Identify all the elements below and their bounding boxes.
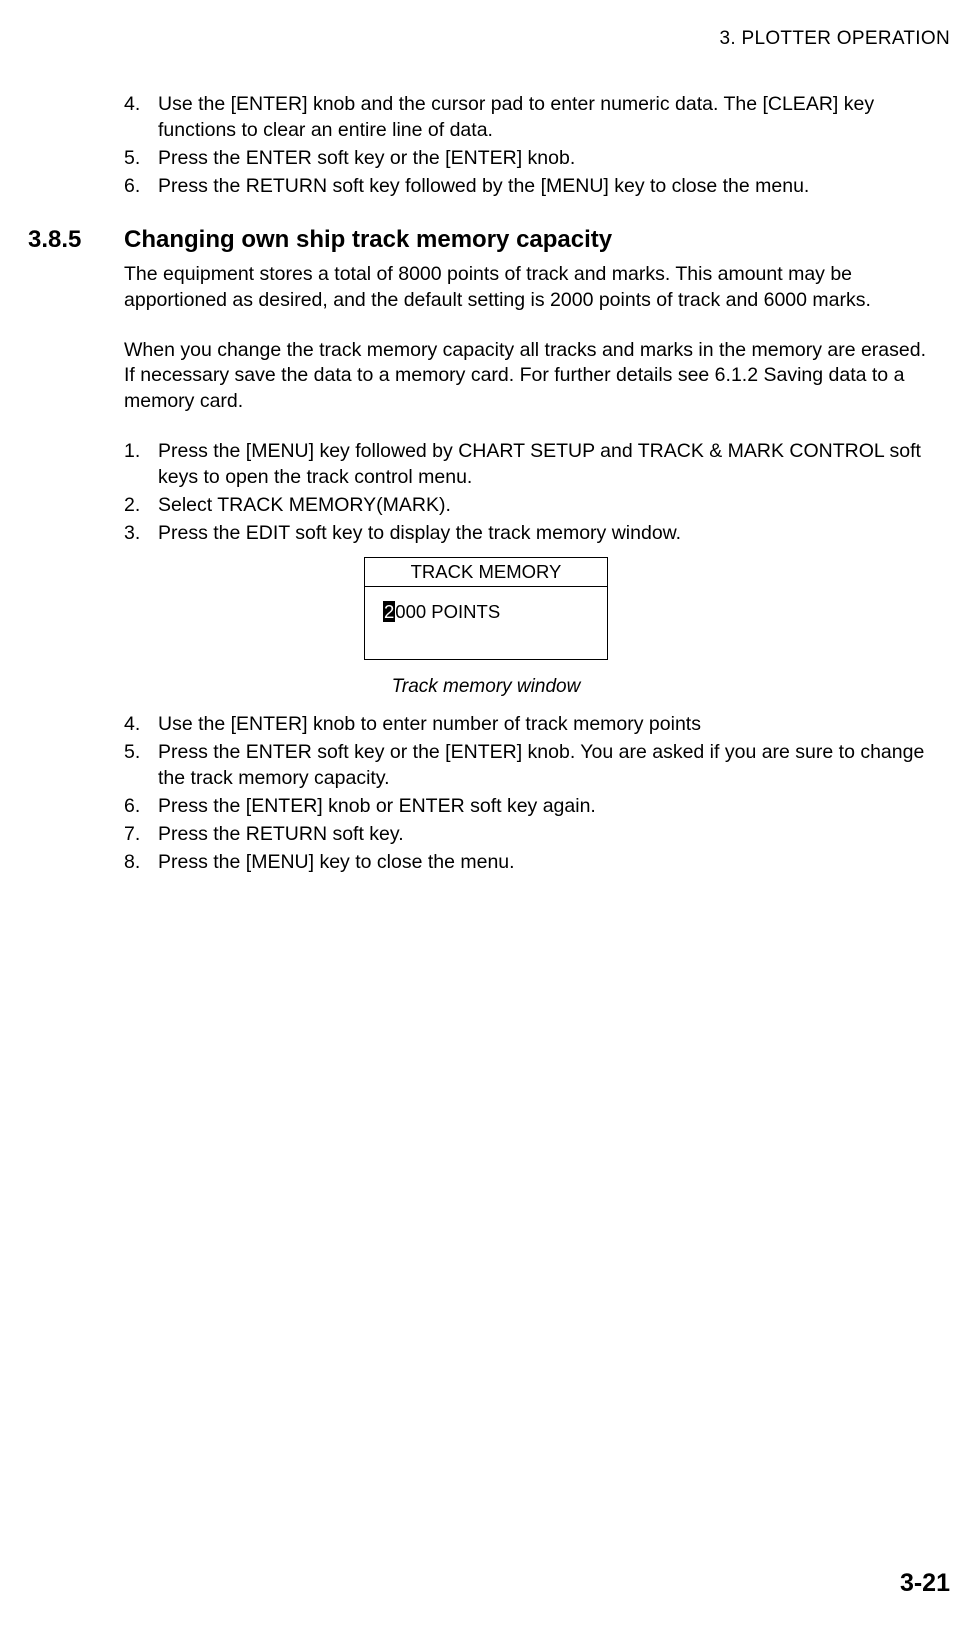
list-item: 4. Use the [ENTER] knob and the cursor p…: [124, 92, 950, 144]
list-text: Press the RETURN soft key followed by th…: [158, 174, 950, 200]
chapter-header: 3. PLOTTER OPERATION: [719, 28, 950, 50]
page-number: 3-21: [900, 1569, 950, 1598]
list-text: Use the [ENTER] knob to enter number of …: [158, 712, 950, 738]
step-list-continued: 4. Use the [ENTER] knob and the cursor p…: [22, 92, 950, 200]
list-number: 6.: [124, 174, 158, 200]
list-text: Press the [ENTER] knob or ENTER soft key…: [158, 794, 950, 820]
list-text: Press the [MENU] key followed by CHART S…: [158, 439, 950, 491]
track-memory-value: 2000 POINTS: [365, 587, 607, 659]
list-item: 7. Press the RETURN soft key.: [124, 822, 950, 848]
list-text: Press the RETURN soft key.: [158, 822, 950, 848]
page-content: 4. Use the [ENTER] knob and the cursor p…: [0, 28, 972, 876]
list-number: 3.: [124, 521, 158, 547]
section-heading: 3.8.5 Changing own ship track memory cap…: [22, 226, 950, 254]
track-memory-cursor-digit: 2: [383, 601, 395, 622]
list-item: 6. Press the RETURN soft key followed by…: [124, 174, 950, 200]
list-item: 1. Press the [MENU] key followed by CHAR…: [124, 439, 950, 491]
list-number: 2.: [124, 493, 158, 519]
list-number: 7.: [124, 822, 158, 848]
step-list-after-figure: 4. Use the [ENTER] knob to enter number …: [22, 712, 950, 876]
section-title: Changing own ship track memory capacity: [124, 226, 612, 254]
list-number: 8.: [124, 850, 158, 876]
list-number: 6.: [124, 794, 158, 820]
step-list: 1. Press the [MENU] key followed by CHAR…: [22, 439, 950, 547]
list-item: 3. Press the EDIT soft key to display th…: [124, 521, 950, 547]
list-text: Use the [ENTER] knob and the cursor pad …: [158, 92, 950, 144]
list-text: Press the ENTER soft key or the [ENTER] …: [158, 740, 950, 792]
list-item: 4. Use the [ENTER] knob to enter number …: [124, 712, 950, 738]
list-text: Press the [MENU] key to close the menu.: [158, 850, 950, 876]
track-memory-value-rest: 000 POINTS: [395, 601, 500, 623]
track-memory-figure: TRACK MEMORY 2000 POINTS Track memory wi…: [22, 557, 950, 698]
paragraph: The equipment stores a total of 8000 poi…: [124, 262, 928, 314]
page: 3. PLOTTER OPERATION 4. Use the [ENTER] …: [0, 0, 972, 1634]
list-number: 5.: [124, 740, 158, 792]
section-number: 3.8.5: [28, 226, 124, 254]
list-text: Select TRACK MEMORY(MARK).: [158, 493, 950, 519]
track-memory-window: TRACK MEMORY 2000 POINTS: [364, 557, 608, 660]
list-item: 6. Press the [ENTER] knob or ENTER soft …: [124, 794, 950, 820]
list-item: 2. Select TRACK MEMORY(MARK).: [124, 493, 950, 519]
list-item: 8. Press the [MENU] key to close the men…: [124, 850, 950, 876]
list-number: 4.: [124, 712, 158, 738]
list-number: 4.: [124, 92, 158, 144]
paragraph: When you change the track memory capacit…: [124, 338, 928, 416]
list-text: Press the EDIT soft key to display the t…: [158, 521, 950, 547]
figure-caption: Track memory window: [392, 676, 581, 698]
list-text: Press the ENTER soft key or the [ENTER] …: [158, 146, 950, 172]
list-item: 5. Press the ENTER soft key or the [ENTE…: [124, 740, 950, 792]
list-number: 5.: [124, 146, 158, 172]
list-number: 1.: [124, 439, 158, 491]
track-memory-title: TRACK MEMORY: [365, 558, 607, 587]
list-item: 5. Press the ENTER soft key or the [ENTE…: [124, 146, 950, 172]
